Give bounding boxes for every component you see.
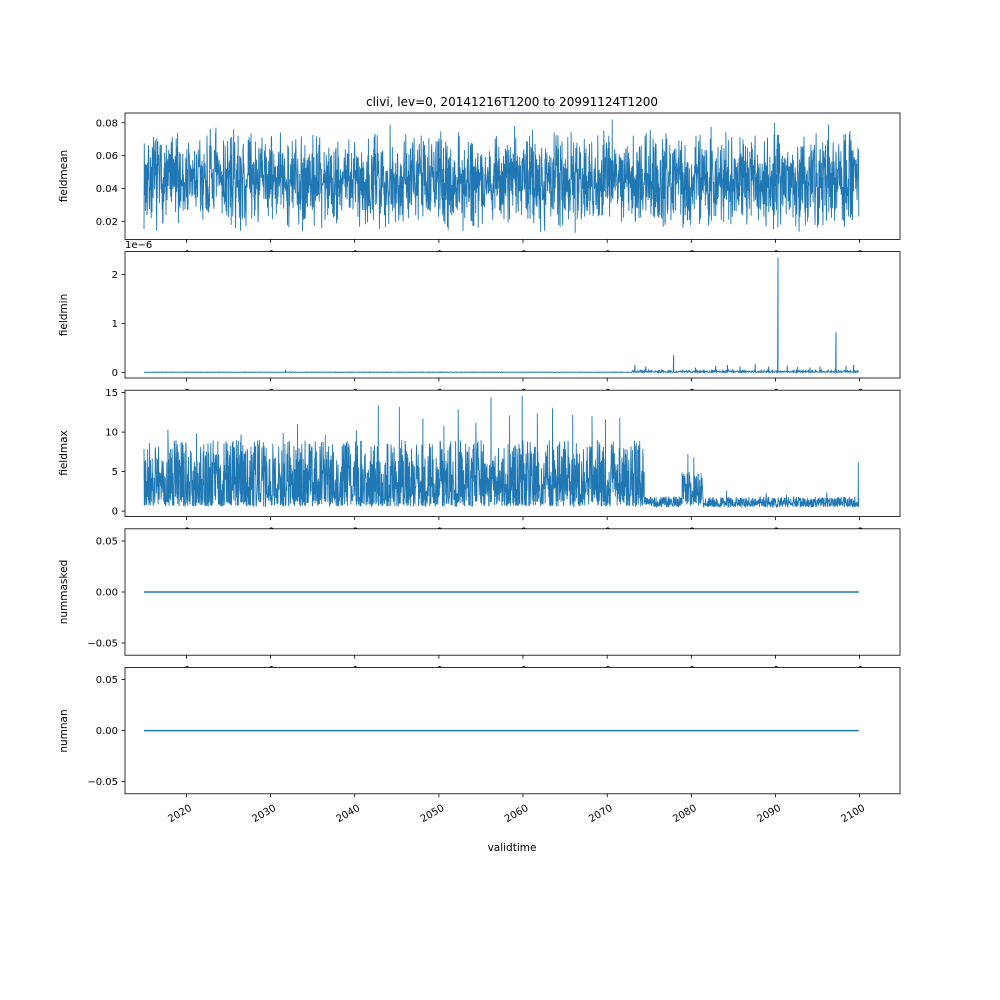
y-tick-label: −0.05 — [87, 777, 118, 788]
subplot-fieldmax: 0510152020203020402050206020702080209021… — [105, 388, 901, 548]
axes-frame — [124, 112, 901, 240]
x-tick-label: 2030 — [251, 803, 279, 825]
y-tick-label: 0.00 — [96, 726, 118, 737]
x-tick-label: 2020 — [166, 803, 194, 825]
series-line-fieldmax — [143, 395, 860, 509]
y-axis-label-nummasked: nummasked — [58, 560, 70, 625]
y-tick-label: 0.05 — [96, 537, 118, 548]
y-tick-label: 0.05 — [96, 675, 118, 686]
y-tick-label: 2 — [112, 270, 118, 281]
series-line-fieldmin — [143, 257, 860, 375]
axes-frame — [124, 251, 901, 379]
y-tick-label: 15 — [105, 388, 118, 399]
x-tick-label: 2050 — [419, 803, 447, 825]
y-tick-label: 1 — [112, 319, 118, 330]
axes-background — [125, 251, 900, 378]
subplot-fieldmin: 012202020302040205020602070208020902100 — [112, 251, 901, 409]
subplot-numnan: 0.05 0.00 −0.05 2020 2030 2040 2050 2060 2070 208… — [87, 667, 901, 825]
y-tick-label: 0.04 — [96, 184, 118, 195]
x-tick-label: 2080 — [671, 803, 699, 825]
y-axis-offset-text: 1e−6 — [125, 240, 152, 251]
x-tick-label: 2060 — [503, 803, 531, 825]
y-axis-label-fieldmin: fieldmin — [58, 294, 70, 336]
y-tick-label: 0 — [112, 507, 118, 518]
y-axis-label-fieldmean: fieldmean — [58, 150, 70, 202]
axes-frame — [124, 389, 901, 518]
y-axis-label-fieldmax: fieldmax — [58, 430, 70, 476]
y-tick-label: 0.00 — [96, 588, 118, 599]
x-axis-label: validtime — [488, 842, 537, 854]
y-tick-label: 0 — [112, 368, 118, 379]
series-line-fieldmean — [143, 119, 860, 233]
x-tick-label: 2070 — [587, 803, 615, 825]
x-tick-label: 2040 — [335, 803, 363, 825]
subplot-fieldmean: 0.020.040.060.08202020302040205020602070… — [96, 112, 901, 271]
y-tick-label: 0.08 — [96, 118, 118, 129]
x-tick-label: 2090 — [755, 803, 783, 825]
y-axis-label-numnan: numnan — [58, 709, 70, 752]
y-tick-label: −0.05 — [87, 639, 118, 650]
y-tick-label: 10 — [105, 428, 118, 439]
y-tick-label: 0.06 — [96, 151, 118, 162]
subplot-nummasked: 0.050.00−0.05202020302040205020602070208… — [87, 528, 901, 687]
x-tick-label: 2100 — [840, 803, 868, 825]
y-tick-label: 0.02 — [96, 217, 118, 228]
chart-title: clivi, lev=0, 20141216T1200 to 20991124T… — [366, 95, 658, 109]
y-tick-label: 5 — [112, 467, 118, 478]
